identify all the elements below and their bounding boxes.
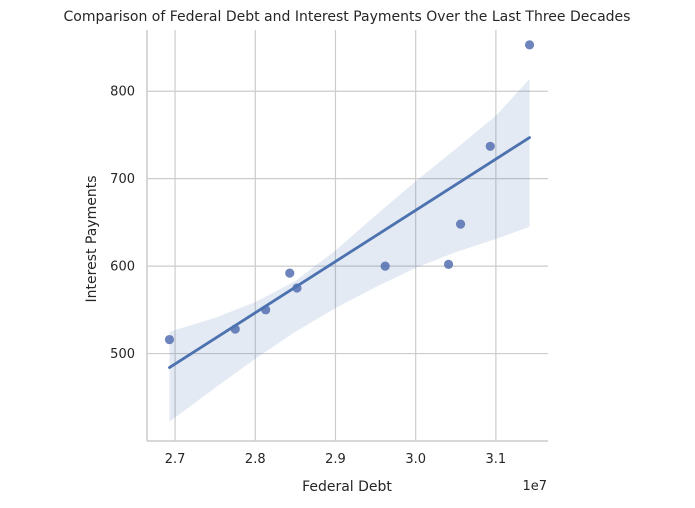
confidence-band (169, 79, 530, 422)
y-axis-label: Interest Payments (84, 176, 100, 303)
x-tick-label: 2.8 (245, 452, 266, 467)
axes (146, 30, 548, 442)
data-point (485, 141, 495, 151)
x-offset-label: 1e7 (522, 479, 547, 494)
y-tick-label: 500 (110, 347, 135, 362)
tick-labels: 2.7 2.8 2.9 3.0 3.1 500 600 700 800 (110, 85, 506, 467)
regression-line (168, 136, 531, 369)
data-point (524, 40, 535, 50)
x-tick-label: 2.9 (325, 452, 346, 467)
y-tick-label: 800 (110, 85, 135, 100)
data-point (164, 334, 175, 345)
y-tick-label: 700 (110, 172, 135, 187)
x-tick-label: 2.7 (165, 452, 186, 467)
data-point (380, 261, 390, 271)
x-tick-label: 3.0 (405, 452, 426, 467)
x-tick-label: 3.1 (486, 452, 507, 467)
data-point (443, 259, 454, 269)
data-point (285, 268, 295, 278)
y-tick-label: 600 (110, 260, 135, 275)
grid (147, 30, 548, 441)
chart-title: Comparison of Federal Debt and Interest … (64, 9, 631, 25)
data-point (455, 219, 466, 229)
x-axis-label: Federal Debt (302, 479, 392, 495)
